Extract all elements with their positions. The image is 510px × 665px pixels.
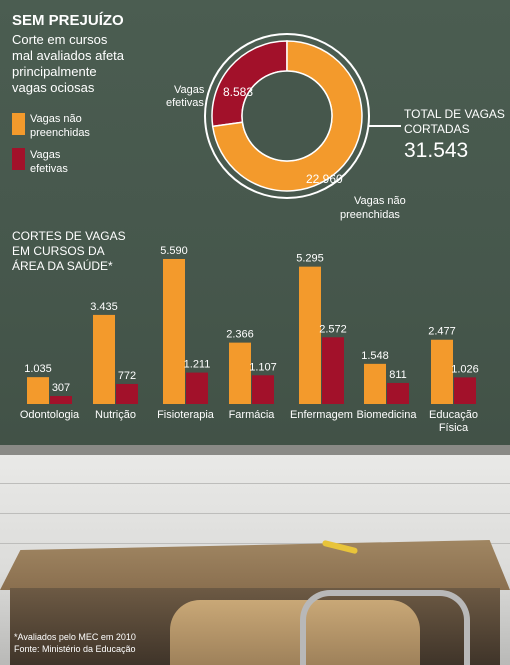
- bar-vagas-nao-preenchidas: [299, 266, 321, 404]
- infographic-title: SEM PREJUÍZO: [12, 12, 124, 29]
- total-label-line-1: TOTAL DE VAGAS: [404, 107, 505, 121]
- donut-slice-name-efetivas-1: Vagas: [174, 84, 205, 96]
- bar-value-label: 811: [389, 369, 407, 381]
- donut-outer-ring: [204, 33, 370, 199]
- bar-vagas-efetivas: [116, 383, 138, 404]
- subtitle-line-2: mal avaliados afeta: [12, 48, 125, 63]
- bar-vagas-nao-preenchidas: [27, 377, 49, 404]
- category-label: Farmácia: [229, 409, 276, 421]
- bar-vagas-efetivas: [50, 396, 72, 404]
- legend-label-vagas-efetivas-1: Vagas: [30, 149, 61, 161]
- bar-vagas-nao-preenchidas: [229, 342, 251, 404]
- donut-chart: [211, 40, 363, 192]
- chair-frame: [300, 590, 470, 665]
- total-value: 31.543: [404, 139, 468, 162]
- donut-slice-name-efetivas-2: efetivas: [166, 97, 204, 109]
- bar-value-label: 5.590: [160, 245, 188, 257]
- bar-vagas-efetivas: [252, 375, 274, 404]
- legend-label-vagas-efetivas-2: efetivas: [30, 163, 68, 175]
- donut-slice-name-nao-preenchidas-2: preenchidas: [340, 209, 400, 221]
- bar-vagas-nao-preenchidas: [364, 363, 386, 404]
- bar-value-label: 1.107: [249, 361, 277, 373]
- bar-value-label: 2.477: [428, 326, 456, 338]
- legend-swatch-vagas-efetivas: [12, 148, 25, 170]
- legend-label-vagas-nao-preenchidas-1: Vagas não: [30, 113, 82, 125]
- total-label-line-2: CORTADAS: [404, 122, 470, 136]
- category-label: Odontologia: [20, 409, 80, 421]
- bar-vagas-nao-preenchidas: [163, 259, 185, 404]
- category-label: Biomedicina: [357, 409, 418, 421]
- subtitle-line-1: Corte em cursos: [12, 32, 108, 47]
- subtitle-line-3: principalmente: [12, 64, 97, 79]
- bar-vagas-efetivas: [387, 382, 409, 404]
- category-label: Enfermagem: [290, 409, 353, 421]
- donut-value-label-vagas-efetivas: 8.583: [223, 85, 253, 99]
- bar-vagas-efetivas: [186, 372, 208, 404]
- footnote-line-2: Fonte: Ministério da Educação: [14, 644, 136, 654]
- bar-chart-title-2: EM CURSOS DA: [12, 244, 105, 258]
- subtitle-line-4: vagas ociosas: [12, 80, 95, 95]
- donut-slice-name-nao-preenchidas-1: Vagas não: [354, 195, 406, 207]
- bar-vagas-efetivas: [454, 377, 476, 404]
- bar-value-label: 1.548: [361, 350, 389, 362]
- bar-vagas-nao-preenchidas: [93, 314, 115, 404]
- category-label: Educação: [429, 409, 478, 421]
- footnote-line-1: *Avaliados pelo MEC em 2010: [14, 632, 136, 642]
- donut-value-label-vagas-nao-preenchidas: 22.960: [306, 172, 343, 186]
- bar-value-label: 3.435: [90, 301, 118, 313]
- bar-vagas-nao-preenchidas: [431, 339, 453, 404]
- legend-swatch-vagas-nao-preenchidas: [12, 113, 25, 135]
- bar-value-label: 307: [52, 382, 70, 394]
- bar-value-label: 1.035: [24, 363, 52, 375]
- bar-value-label: 5.295: [296, 253, 324, 265]
- donut-hole: [241, 70, 333, 162]
- bar-chart-title-1: CORTES DE VAGAS: [12, 229, 126, 243]
- bar-value-label: 2.366: [226, 329, 254, 341]
- category-label: Fisioterapia: [157, 409, 215, 421]
- legend-label-vagas-nao-preenchidas-2: preenchidas: [30, 127, 90, 139]
- category-label: Nutrição: [95, 409, 136, 421]
- bar-value-label: 1.211: [184, 359, 211, 371]
- bar-chart-title-3: ÁREA DA SAÚDE*: [12, 258, 113, 273]
- chair-backrest: [170, 600, 420, 665]
- bar-value-label: 772: [118, 370, 136, 382]
- bar-value-label: 1.026: [451, 363, 479, 375]
- category-label: Física: [439, 422, 469, 434]
- bar-vagas-efetivas: [322, 337, 344, 404]
- bar-value-label: 2.572: [319, 323, 347, 335]
